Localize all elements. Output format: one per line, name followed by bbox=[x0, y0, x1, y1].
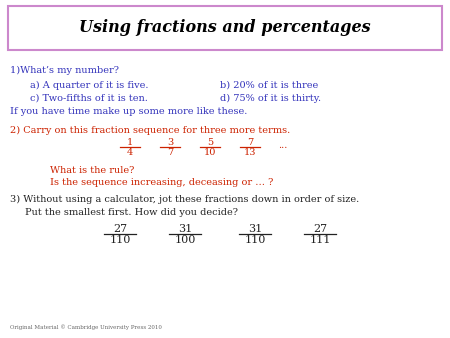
Text: 7: 7 bbox=[247, 138, 253, 147]
Text: 7: 7 bbox=[167, 148, 173, 157]
Text: 100: 100 bbox=[174, 235, 196, 245]
Text: d) 75% of it is thirty.: d) 75% of it is thirty. bbox=[220, 94, 321, 103]
Text: 110: 110 bbox=[109, 235, 130, 245]
Text: b) 20% of it is three: b) 20% of it is three bbox=[220, 81, 318, 90]
Text: 1: 1 bbox=[127, 138, 133, 147]
Text: 2) Carry on this fraction sequence for three more terms.: 2) Carry on this fraction sequence for t… bbox=[10, 126, 290, 135]
Text: Put the smallest first. How did you decide?: Put the smallest first. How did you deci… bbox=[25, 208, 238, 217]
Text: c) Two-fifths of it is ten.: c) Two-fifths of it is ten. bbox=[30, 94, 148, 103]
Text: 5: 5 bbox=[207, 138, 213, 147]
Text: Using fractions and percentages: Using fractions and percentages bbox=[79, 20, 371, 37]
Text: Is the sequence increasing, deceasing or … ?: Is the sequence increasing, deceasing or… bbox=[50, 178, 274, 187]
Text: What is the rule?: What is the rule? bbox=[50, 166, 135, 175]
Text: 111: 111 bbox=[309, 235, 331, 245]
Text: 110: 110 bbox=[244, 235, 266, 245]
Text: Original Material © Cambridge University Press 2010: Original Material © Cambridge University… bbox=[10, 324, 162, 330]
Text: 10: 10 bbox=[204, 148, 216, 157]
Text: 31: 31 bbox=[248, 224, 262, 234]
Text: ...: ... bbox=[278, 141, 288, 150]
Text: 3) Without using a calculator, jot these fractions down in order of size.: 3) Without using a calculator, jot these… bbox=[10, 195, 359, 204]
Text: 31: 31 bbox=[178, 224, 192, 234]
Text: 27: 27 bbox=[313, 224, 327, 234]
Text: If you have time make up some more like these.: If you have time make up some more like … bbox=[10, 107, 248, 116]
Text: 27: 27 bbox=[113, 224, 127, 234]
FancyBboxPatch shape bbox=[8, 6, 442, 50]
Text: 3: 3 bbox=[167, 138, 173, 147]
Text: 13: 13 bbox=[244, 148, 256, 157]
Text: 4: 4 bbox=[127, 148, 133, 157]
Text: a) A quarter of it is five.: a) A quarter of it is five. bbox=[30, 81, 148, 90]
Text: 1)What’s my number?: 1)What’s my number? bbox=[10, 66, 119, 75]
